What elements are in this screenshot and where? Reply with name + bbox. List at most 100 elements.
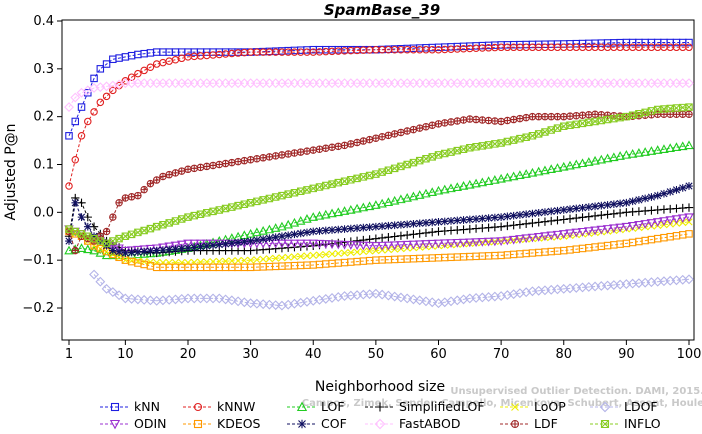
- legend-item: COF: [287, 416, 347, 431]
- data-point: [139, 294, 150, 305]
- data-point: [390, 232, 399, 241]
- data-point: [572, 120, 581, 129]
- data-point: [414, 295, 425, 306]
- legend-label: LDOF: [624, 399, 658, 414]
- data-point: [441, 149, 449, 158]
- x-tick-label: 40: [305, 347, 322, 362]
- data-point: [365, 223, 374, 232]
- data-point: [353, 224, 361, 232]
- data-point: [196, 163, 205, 172]
- data-point: [364, 201, 375, 211]
- data-point: [621, 149, 632, 159]
- data-point: [553, 216, 562, 225]
- data-point: [671, 215, 682, 225]
- data-point: [509, 221, 518, 230]
- data-point: [378, 168, 386, 176]
- data-point: [358, 241, 369, 251]
- data-point: [339, 240, 350, 250]
- data-point: [290, 188, 299, 197]
- legend-swatch-marker: [296, 401, 308, 412]
- data-point: [684, 78, 694, 89]
- data-point: [384, 233, 393, 242]
- legend-swatch-marker: [511, 403, 519, 411]
- data-point: [252, 227, 262, 237]
- data-point: [627, 148, 638, 158]
- data-point: [296, 229, 305, 238]
- data-point: [152, 246, 161, 255]
- series-line: [68, 144, 690, 256]
- data-point: [77, 103, 86, 111]
- data-point: [509, 115, 518, 124]
- data-point: [559, 206, 568, 214]
- data-point: [433, 239, 444, 249]
- data-point: [409, 158, 418, 167]
- data-point: [290, 253, 299, 261]
- data-point: [234, 238, 242, 247]
- data-point: [522, 133, 530, 141]
- data-point: [328, 180, 336, 188]
- data-point: [296, 148, 305, 156]
- data-point: [102, 227, 111, 236]
- data-point: [359, 173, 368, 181]
- data-point: [221, 257, 230, 265]
- data-point: [327, 208, 337, 218]
- data-point: [414, 240, 425, 250]
- data-point: [447, 217, 455, 225]
- data-point: [353, 138, 361, 147]
- data-point: [421, 296, 431, 307]
- data-point: [270, 223, 281, 232]
- data-point: [372, 134, 380, 142]
- legend-label: LoOP: [534, 399, 566, 414]
- data-point: [259, 154, 267, 162]
- data-point: [659, 217, 669, 226]
- data-point: [246, 199, 255, 207]
- x-tick-label: 70: [493, 347, 510, 362]
- data-point: [134, 228, 142, 237]
- data-point: [677, 141, 688, 151]
- data-point: [395, 292, 406, 303]
- data-point: [358, 202, 369, 212]
- data-point: [70, 92, 81, 103]
- data-point: [352, 203, 362, 213]
- data-point: [134, 69, 142, 78]
- data-point: [415, 124, 424, 132]
- data-point: [478, 116, 487, 124]
- data-point: [528, 112, 537, 121]
- data-point: [652, 218, 663, 227]
- y-tick-label: 0.4: [33, 14, 54, 29]
- data-point: [315, 227, 324, 235]
- data-point: [534, 130, 543, 138]
- series-LOF: [64, 140, 694, 260]
- data-point: [541, 112, 549, 121]
- data-point: [666, 187, 675, 196]
- data-point: [334, 178, 343, 187]
- data-point: [685, 182, 693, 190]
- data-point: [109, 213, 117, 221]
- data-point: [547, 126, 555, 134]
- data-point: [466, 144, 474, 152]
- data-point: [270, 300, 281, 311]
- data-point: [585, 111, 593, 119]
- data-point: [371, 234, 381, 243]
- data-point: [228, 257, 236, 265]
- data-point: [202, 242, 211, 250]
- data-point: [389, 195, 400, 205]
- data-point: [347, 176, 355, 184]
- data-point: [84, 117, 92, 126]
- data-point: [127, 248, 136, 257]
- data-point: [121, 194, 130, 202]
- data-point: [459, 216, 468, 224]
- data-point: [572, 213, 581, 223]
- data-point: [541, 128, 549, 136]
- data-point: [596, 154, 607, 164]
- legend-item: LOF: [287, 399, 345, 414]
- data-point: [434, 120, 443, 128]
- data-point: [496, 173, 506, 183]
- data-point: [321, 209, 331, 219]
- x-tick-label: 20: [180, 347, 197, 362]
- legend-item: kNNW: [183, 399, 255, 414]
- data-point: [528, 218, 537, 228]
- data-point: [284, 190, 292, 198]
- data-point: [259, 255, 267, 263]
